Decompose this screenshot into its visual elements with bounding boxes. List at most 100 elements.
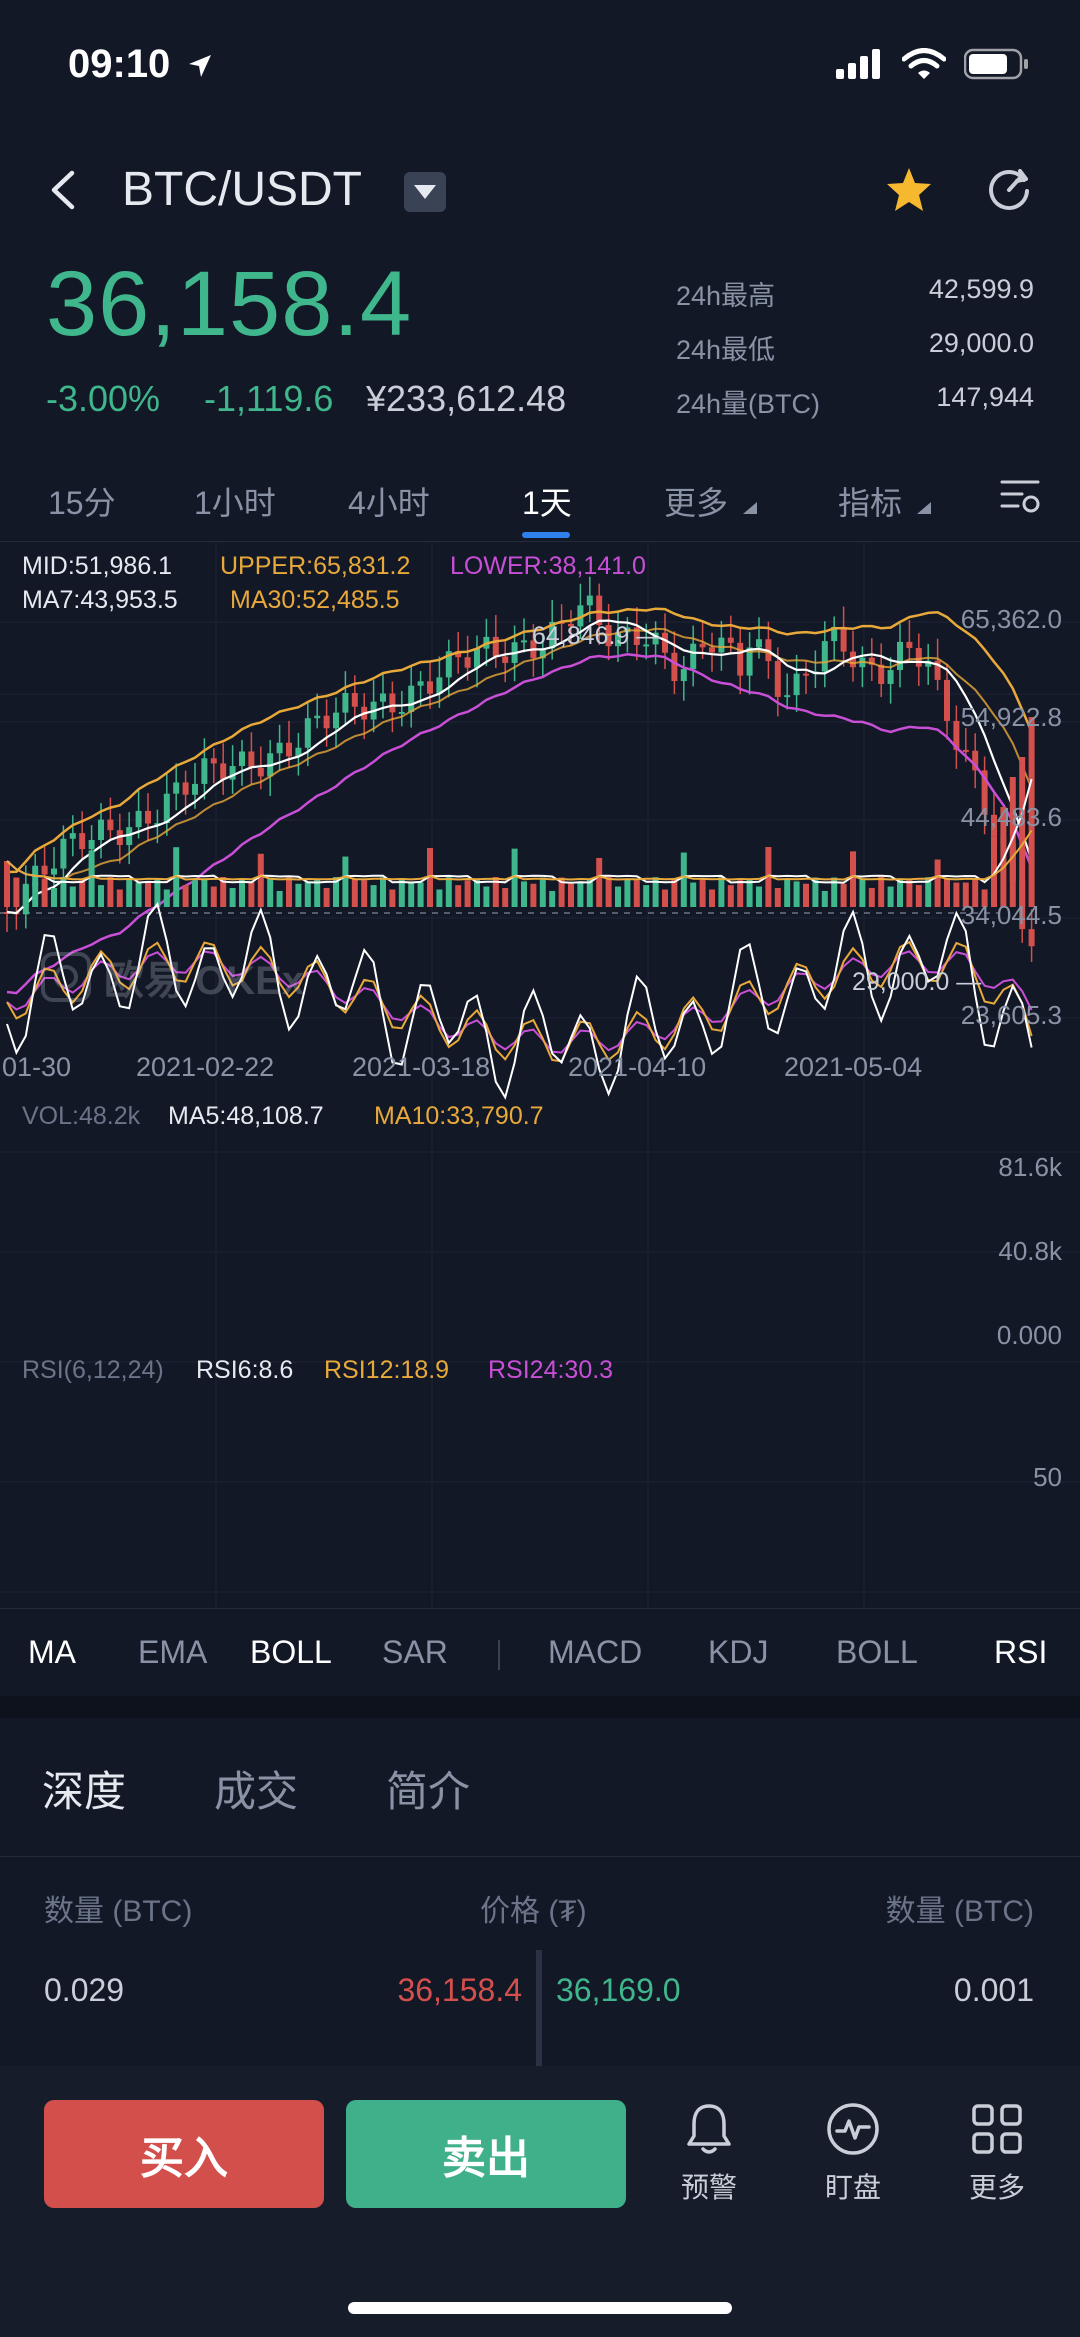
tab-more[interactable]: 更多: [664, 478, 757, 524]
candle-body: [51, 868, 57, 875]
ind-tab-ema[interactable]: EMA: [138, 1634, 208, 1670]
volume-bar: [126, 877, 133, 907]
volume-bar: [737, 880, 744, 907]
candle-body: [981, 770, 988, 815]
volume-bar: [981, 889, 988, 907]
more-button[interactable]: 更多: [942, 2100, 1052, 2206]
candle-body: [455, 651, 462, 658]
pair-dropdown-button[interactable]: [404, 172, 446, 212]
tab-1d[interactable]: 1天: [522, 485, 572, 521]
volume-bar: [765, 847, 772, 907]
candle-body: [991, 814, 997, 837]
tab-15m[interactable]: 15分: [48, 485, 116, 521]
volume-bar: [511, 848, 518, 907]
volume-bar: [596, 857, 603, 907]
volume-bar: [549, 890, 556, 907]
price-axis-label: 54,922.8: [960, 702, 1062, 732]
volume-bar: [530, 883, 537, 907]
candle-body: [521, 640, 527, 643]
volume-bar: [803, 883, 809, 907]
date-label: 2021-03-18: [352, 1052, 491, 1082]
candle-body: [69, 833, 76, 839]
volume-bar: [756, 886, 762, 907]
volume-bar: [333, 877, 339, 907]
high-marker: 64,846.9 —: [532, 622, 662, 650]
volume-bar: [925, 877, 932, 907]
volume-bar: [1009, 777, 1016, 907]
candle-body: [577, 605, 584, 627]
tab-indicators[interactable]: 指标: [838, 478, 931, 524]
candle-body: [774, 661, 781, 697]
buy-button[interactable]: 买入: [44, 2100, 324, 2208]
candle-body: [925, 660, 932, 667]
favorite-star-icon[interactable]: [884, 165, 934, 215]
candle-body: [210, 758, 217, 764]
volume-bar: [98, 885, 104, 907]
date-label: 2021-02-22: [136, 1052, 275, 1082]
candle-body: [417, 681, 424, 686]
volume-bar: [455, 885, 462, 907]
refresh-icon[interactable]: [984, 165, 1034, 215]
volume-bar: [13, 877, 20, 907]
legend-rsi24: RSI24:30.3: [488, 1356, 614, 1384]
ind-tab-rsi[interactable]: RSI: [994, 1634, 1048, 1670]
candle-body: [502, 656, 509, 663]
chart-settings-icon[interactable]: [998, 474, 1042, 518]
volume-bar: [41, 878, 48, 907]
caret-down-icon: [414, 185, 436, 199]
pair-title[interactable]: BTC/USDT: [122, 163, 362, 216]
tab-intro[interactable]: 简介: [386, 1768, 471, 1815]
legend-vol-ma10: MA10:33,790.7: [374, 1102, 544, 1130]
ma30-line: [6, 627, 1033, 915]
tab-1h[interactable]: 1小时: [194, 485, 276, 521]
volume-bar: [539, 877, 546, 907]
candle-body: [464, 657, 471, 668]
candle-body: [709, 647, 715, 653]
candle-body: [803, 673, 809, 676]
stat-value-high: 42,599.9: [928, 274, 1034, 304]
ind-tab-boll-sub[interactable]: BOLL: [836, 1634, 918, 1670]
candle-body: [831, 626, 838, 642]
tab-depth[interactable]: 深度: [42, 1768, 127, 1815]
boll-bands: [6, 607, 1033, 995]
watch-button[interactable]: 盯盘: [798, 2100, 908, 2206]
ind-tab-kdj[interactable]: KDJ: [708, 1634, 769, 1670]
candle-body: [737, 642, 744, 676]
kline-chart[interactable]: [0, 542, 1080, 1608]
volume-bar: [502, 888, 509, 907]
candle-body: [878, 664, 885, 684]
candle-body: [1028, 929, 1035, 947]
home-indicator: [348, 2302, 732, 2314]
ind-tab-macd[interactable]: MACD: [548, 1634, 643, 1670]
volume-bar: [304, 881, 311, 907]
back-icon[interactable]: [40, 165, 90, 215]
watermark-group: 欧易 OKEx: [40, 948, 304, 1006]
volume-bar: [51, 887, 57, 907]
cny-price: ¥233,612.48: [366, 378, 567, 419]
ind-tab-boll[interactable]: BOLL: [250, 1634, 332, 1670]
volume-bar: [389, 889, 396, 907]
candle-body: [41, 865, 48, 875]
ind-tab-sar[interactable]: SAR: [382, 1634, 448, 1670]
volume-bar: [60, 877, 67, 907]
tab-trades[interactable]: 成交: [214, 1768, 299, 1815]
volume-bar: [746, 879, 753, 907]
candle-body: [643, 644, 650, 647]
chart-grid: [0, 542, 1080, 1608]
ind-tab-ma[interactable]: MA: [28, 1634, 76, 1670]
candle-body: [906, 641, 913, 648]
candle-body: [718, 637, 725, 653]
volume-bar: [436, 889, 443, 907]
tab-4h[interactable]: 4小时: [348, 485, 430, 521]
alert-button[interactable]: 预警: [654, 2100, 764, 2206]
volume-bar: [370, 885, 377, 907]
volume-bar: [464, 880, 471, 907]
volume-bar: [492, 877, 499, 907]
volume-bar: [88, 850, 95, 907]
candle-body: [98, 819, 104, 840]
candle-body: [633, 627, 640, 646]
volume-bar: [953, 882, 960, 907]
candle-body: [784, 695, 791, 698]
candle-body: [107, 819, 114, 831]
sell-button[interactable]: 卖出: [346, 2100, 626, 2208]
